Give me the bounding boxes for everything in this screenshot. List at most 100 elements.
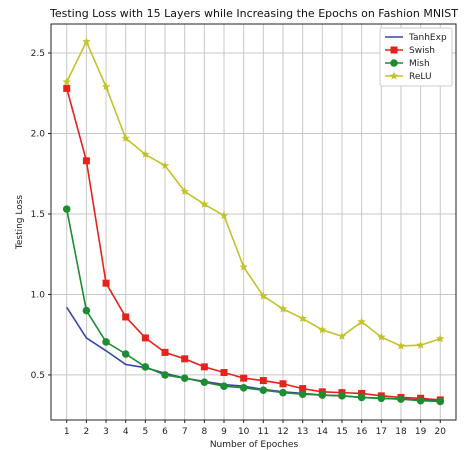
x-tick-label: 3 (103, 427, 109, 437)
plot-frame (50, 23, 457, 421)
data-point-mish (180, 374, 189, 382)
data-point-mish (62, 205, 71, 213)
y-tick-label: 1.0 (31, 290, 46, 300)
data-point-swish (358, 389, 366, 397)
legend-label-relu: ReLU (409, 72, 432, 82)
data-point-mish (102, 338, 110, 346)
data-point-swish (220, 369, 228, 377)
x-tick-label: 13 (297, 427, 308, 437)
data-point-swish (181, 355, 189, 363)
x-tick-label: 7 (182, 427, 188, 437)
data-point-swish (259, 377, 267, 385)
data-point-mish (121, 350, 130, 358)
y-tick-label: 2.0 (31, 129, 46, 139)
data-point-relu (278, 304, 288, 313)
x-tick-label: 15 (336, 427, 347, 437)
data-point-relu (396, 341, 406, 350)
series-line-relu (66, 39, 441, 347)
data-point-relu (337, 331, 347, 340)
data-point-mish (82, 306, 91, 315)
x-tick-label: 20 (435, 427, 447, 437)
data-point-mish (298, 390, 307, 399)
x-tick-label: 9 (221, 427, 227, 437)
data-point-mish (141, 363, 150, 371)
data-point-relu (318, 325, 327, 334)
data-point-relu (200, 199, 209, 208)
legend-marker-mish (390, 59, 398, 67)
x-tick-label: 14 (317, 427, 329, 437)
x-axis-title: Number of Epoches (210, 440, 299, 450)
series-mish (62, 205, 445, 406)
data-point-swish (279, 380, 287, 388)
data-point-swish (299, 385, 307, 393)
x-tick-label: 19 (415, 427, 427, 437)
x-tick-label: 1 (64, 427, 70, 437)
y-axis-title: Testing Loss (15, 195, 25, 251)
series-line-mish (65, 208, 441, 403)
x-tick-label: 11 (258, 427, 269, 437)
data-point-swish (63, 84, 71, 92)
data-point-mish (200, 378, 209, 386)
data-point-relu (416, 340, 425, 349)
data-point-mish (220, 382, 228, 390)
data-point-relu (435, 334, 445, 343)
data-point-mish (357, 393, 366, 402)
data-point-mish (338, 392, 346, 400)
data-point-relu (62, 77, 72, 86)
data-point-mish (239, 384, 248, 392)
y-tick-label: 2.5 (31, 49, 45, 59)
data-point-swish (240, 374, 248, 382)
data-point-relu (160, 161, 170, 170)
x-tick-label: 4 (123, 427, 129, 437)
series-swish (63, 84, 444, 404)
x-tick-label: 2 (84, 427, 90, 437)
data-point-relu (377, 332, 386, 341)
data-point-relu (121, 133, 130, 142)
x-axis: 1 2 3 4 5 6 7 8 9 10 11 12 13 14 15 16 17 18 19 20 (64, 420, 446, 437)
y-axis: 0.5 1.0 1.5 2.0 2.5 (31, 49, 51, 381)
legend-marker-relu (389, 71, 399, 80)
x-tick-label: 16 (356, 427, 368, 437)
legend-label-swish: Swish (409, 46, 435, 56)
y-tick-label: 1.5 (31, 210, 45, 220)
chart-title: Testing Loss with 15 Layers while Increa… (49, 7, 458, 20)
data-point-mish (416, 396, 425, 405)
data-point-mish (377, 394, 386, 403)
data-point-relu (357, 317, 366, 326)
data-point-swish (200, 363, 208, 371)
x-tick-label: 10 (238, 427, 250, 437)
data-point-relu (219, 211, 229, 220)
data-point-relu (82, 37, 91, 46)
data-point-mish (161, 371, 169, 379)
series-layer (62, 37, 445, 406)
x-tick-label: 6 (162, 427, 168, 437)
data-point-relu (239, 262, 248, 271)
legend-label-tanhexp: TanhExp (408, 33, 447, 43)
data-point-mish (318, 391, 327, 399)
data-point-mish (397, 395, 405, 403)
x-tick-label: 18 (395, 427, 407, 437)
data-point-swish (141, 334, 149, 342)
data-point-swish (102, 279, 110, 287)
data-point-mish (259, 386, 268, 395)
data-point-relu (101, 82, 111, 91)
series-relu (62, 37, 445, 350)
y-tick-label: 0.5 (31, 371, 45, 381)
x-tick-label: 17 (376, 427, 387, 437)
data-point-swish (82, 157, 90, 165)
data-point-relu (298, 314, 307, 323)
data-point-mish (436, 397, 445, 406)
data-point-relu (259, 291, 268, 300)
data-point-mish (279, 388, 287, 397)
legend-box (379, 27, 453, 87)
data-point-relu (180, 186, 189, 196)
data-point-relu (141, 149, 150, 159)
legend: TanhExp Swish Mish ReLU (379, 27, 453, 87)
x-tick-label: 12 (277, 427, 288, 437)
data-point-swish (161, 348, 169, 356)
x-tick-label: 8 (201, 427, 207, 437)
x-tick-label: 5 (143, 427, 149, 437)
legend-label-mish: Mish (409, 59, 430, 69)
data-point-swish (122, 313, 130, 321)
